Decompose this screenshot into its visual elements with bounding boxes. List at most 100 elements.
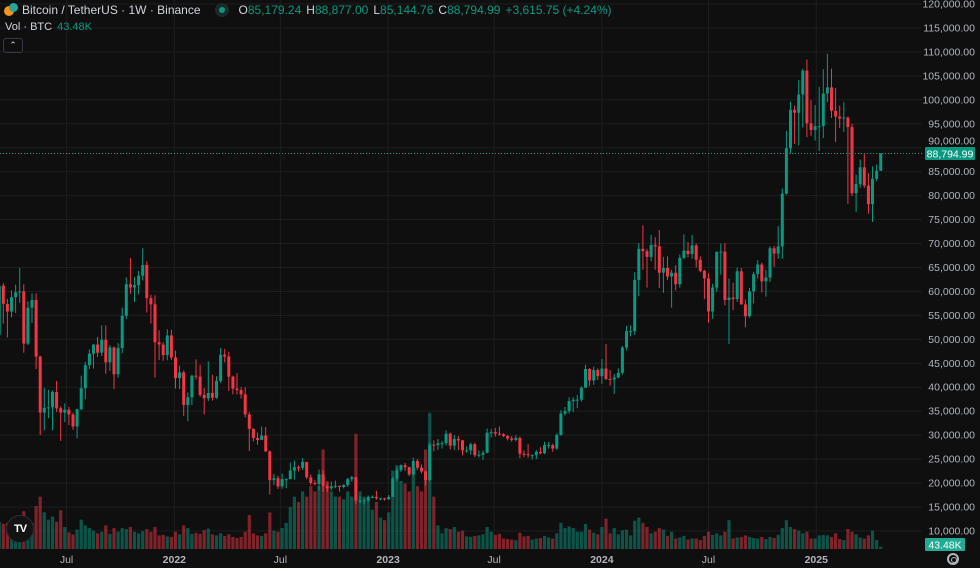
candle [506, 435, 510, 441]
candle-body [871, 178, 874, 205]
volume-bar [243, 531, 247, 549]
candle-body [325, 485, 329, 489]
volume-bar [706, 531, 711, 549]
volume-bar [444, 528, 448, 549]
candle-body [223, 354, 227, 357]
candle-body [616, 372, 620, 378]
candle-body [63, 409, 67, 413]
candle [440, 440, 444, 449]
candle [182, 370, 186, 416]
low-label: L [373, 3, 381, 17]
candle-body [821, 93, 825, 127]
candle-body [801, 70, 805, 95]
low-value: 85,144.76 [380, 3, 434, 17]
volume-legend[interactable]: Vol · BTC 43.48K [5, 21, 92, 33]
candle-body [538, 451, 542, 454]
y-tick-label: 110,000.00 [923, 46, 975, 58]
candle [268, 450, 272, 495]
volume-bar [161, 534, 165, 549]
collapse-legend-button[interactable]: ⌃ [3, 38, 23, 53]
candle-body [194, 375, 198, 377]
candle [75, 408, 79, 439]
candle [588, 368, 592, 387]
time-axis[interactable]: Jul 2022 Jul 2023 Jul 2024 Jul 2025 [60, 554, 828, 566]
candle-body [608, 379, 612, 381]
candle-body [145, 265, 149, 299]
candle-body [313, 483, 317, 484]
candle-body [731, 297, 735, 300]
candle-body [206, 392, 210, 399]
volume-bar [362, 496, 366, 549]
volume-bar [239, 536, 243, 549]
volume-bar [309, 486, 313, 549]
candle [391, 476, 395, 497]
candle-body [235, 388, 239, 391]
candle-body [579, 387, 583, 400]
candle-body [694, 245, 698, 260]
candle [51, 390, 54, 431]
candle [284, 478, 288, 489]
volume-bar [583, 523, 588, 549]
volume-bar [370, 509, 374, 549]
candle-body [850, 127, 854, 194]
candle-body [588, 368, 592, 381]
volume-bar [149, 531, 153, 549]
candle-body [670, 272, 674, 277]
candle [301, 458, 305, 471]
volume-bar [854, 534, 858, 549]
candle [871, 166, 874, 222]
candle-body [387, 496, 391, 500]
candle-body [854, 184, 858, 194]
candle [678, 254, 682, 288]
candle-body [395, 470, 399, 479]
volume-bar [633, 520, 637, 549]
candle-body [264, 435, 268, 452]
candle-body [161, 344, 165, 356]
candle-body [780, 193, 784, 247]
volume-bar [337, 496, 342, 549]
candle [223, 348, 227, 363]
candle-body [719, 251, 723, 253]
volume-bar [575, 531, 579, 549]
candle-body [448, 433, 452, 446]
last-volume-tag: 43.48K [925, 538, 965, 552]
tradingview-logo[interactable]: TV [6, 515, 34, 543]
candle [821, 69, 825, 139]
candle-body [555, 435, 559, 449]
candle [702, 269, 706, 300]
volume-bar [391, 470, 395, 549]
candle [71, 412, 75, 430]
symbol-legend[interactable]: Bitcoin / TetherUS · 1W · Binance O85,17… [4, 3, 612, 17]
volume-bar [87, 528, 91, 549]
candle [731, 282, 735, 311]
volume-bar [124, 529, 128, 549]
candle [92, 344, 95, 369]
volume-bar [842, 540, 846, 549]
market-status-icon[interactable] [214, 3, 229, 17]
candle [489, 428, 493, 438]
candle-body [575, 399, 579, 401]
candle [748, 288, 751, 318]
symbol-title[interactable]: Bitcoin / TetherUS · 1W · Binance [22, 3, 201, 17]
candle-body [276, 478, 280, 487]
volume-bar [71, 534, 75, 549]
candle [288, 462, 292, 480]
candle-body [268, 451, 272, 481]
candle-body [420, 467, 423, 472]
candle-body [153, 304, 157, 343]
candle [260, 426, 264, 440]
candle [272, 473, 276, 485]
candle [579, 386, 583, 402]
y-tick-label: 115,000.00 [923, 22, 975, 34]
settings-icon[interactable] [947, 553, 959, 565]
candle-body [825, 87, 829, 94]
candle [743, 299, 747, 328]
y-tick-label: 95,000.00 [928, 118, 975, 130]
candle-body [493, 432, 497, 434]
candle-body [834, 110, 838, 117]
price-axis[interactable]: 120,000.00 115,000.00 110,000.00 105,000.00… [922, 0, 975, 537]
candle-body [247, 414, 251, 429]
candle [657, 230, 661, 289]
x-tick-label: Jul [487, 554, 500, 566]
